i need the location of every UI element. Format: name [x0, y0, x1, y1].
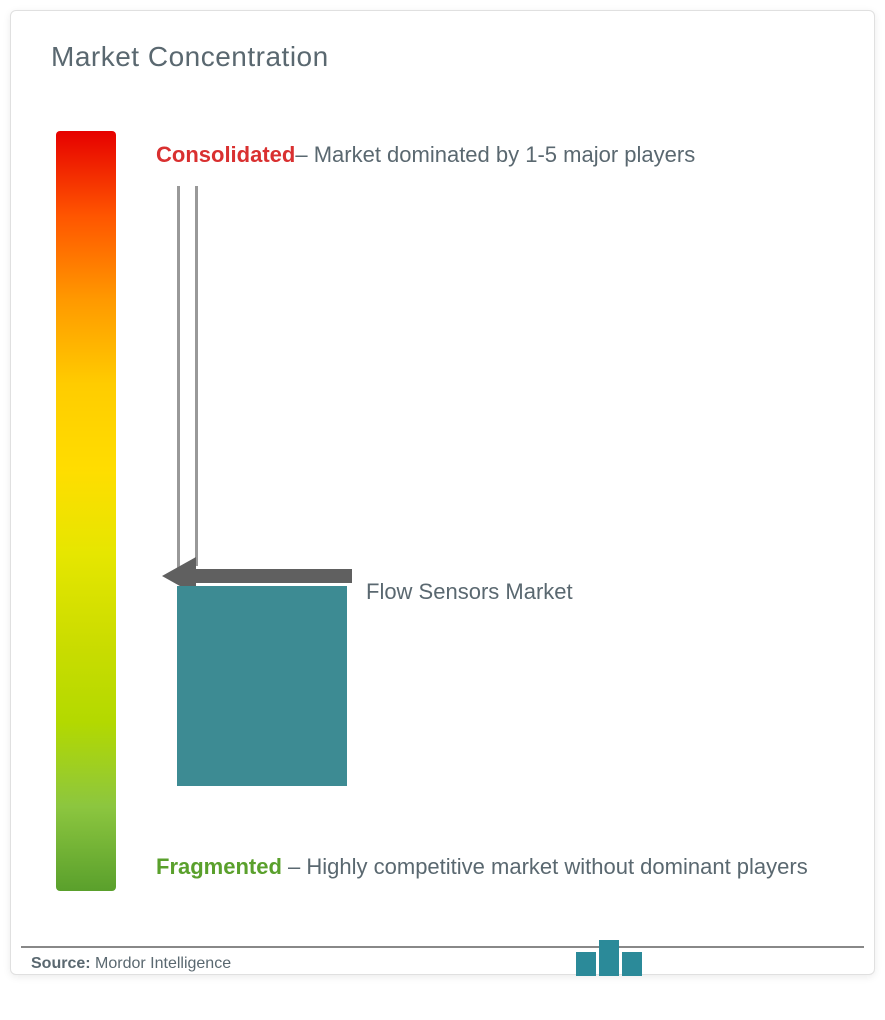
content-area: Consolidated– Market dominated by 1-5 ma…: [156, 131, 856, 891]
footer-bar: Source: Mordor Intelligence: [21, 946, 864, 974]
market-name-label: Flow Sensors Market: [366, 579, 573, 605]
consolidated-description: – Market dominated by 1-5 major players: [295, 142, 695, 167]
fragmented-label: Fragmented – Highly competitive market w…: [156, 843, 808, 891]
guide-line-left: [177, 186, 180, 571]
source-value: Mordor Intelligence: [91, 955, 232, 972]
chart-title: Market Concentration: [51, 41, 329, 73]
source-label: Source:: [31, 955, 91, 972]
consolidated-highlight: Consolidated: [156, 142, 295, 167]
market-position-bar: [177, 586, 347, 786]
arrow-shaft: [192, 569, 352, 583]
source-attribution: Source: Mordor Intelligence: [31, 955, 231, 973]
concentration-gradient-bar: [56, 131, 116, 891]
fragmented-highlight: Fragmented: [156, 854, 282, 879]
fragmented-description: – Highly competitive market without domi…: [282, 854, 808, 879]
consolidated-label: Consolidated– Market dominated by 1-5 ma…: [156, 131, 856, 179]
infographic-card: Market Concentration Consolidated– Marke…: [10, 10, 875, 975]
brand-logo-icon: [576, 940, 642, 976]
marker-chart-area: [162, 186, 362, 786]
guide-line-right: [195, 186, 198, 566]
